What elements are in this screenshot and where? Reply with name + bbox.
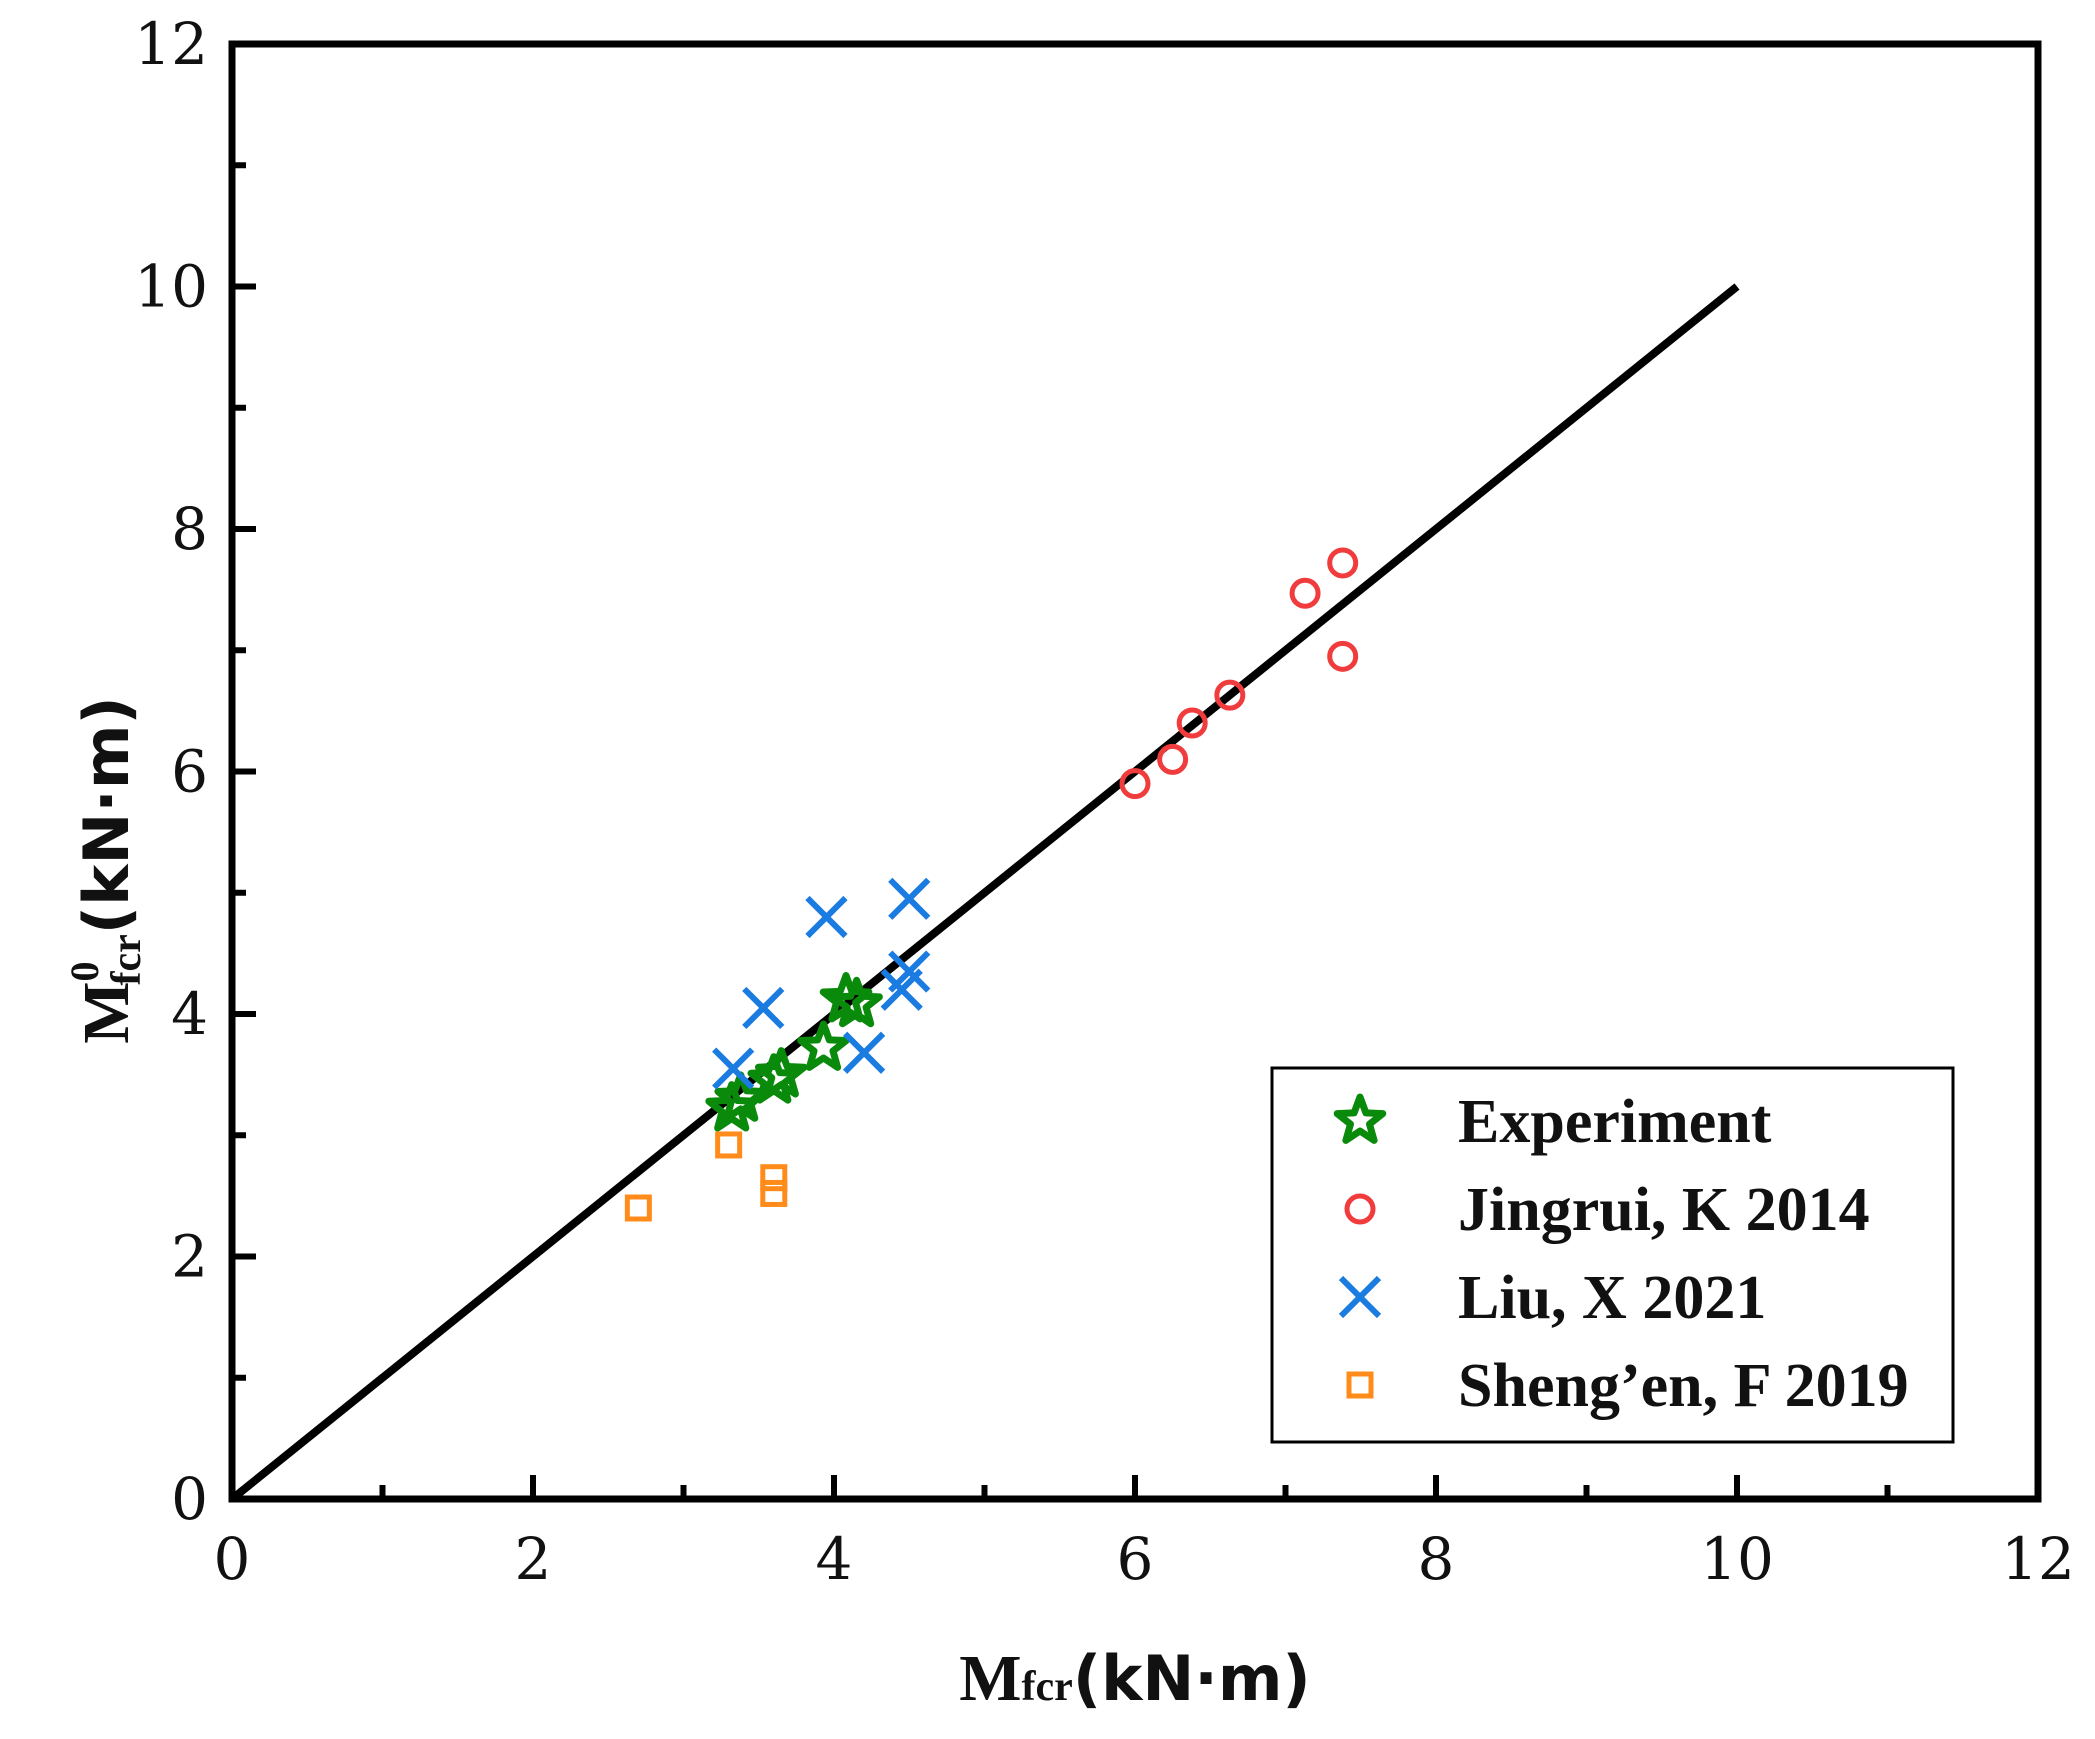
legend-markers xyxy=(1333,1093,1387,1399)
data-point-circle-1-1 xyxy=(1157,743,1189,775)
legend-label-jingrui: Jingrui, K 2014 xyxy=(1458,1176,1870,1244)
x-axis-label-sub: fcr xyxy=(1022,1664,1073,1710)
data-point-star-0-6 xyxy=(830,976,883,1028)
data-point-x-2-0 xyxy=(712,1047,755,1090)
legend-marker-square xyxy=(1346,1371,1374,1399)
data-point-circle-1-2 xyxy=(1176,707,1208,739)
legend-marker-x xyxy=(1338,1275,1382,1319)
data-point-x-2-6 xyxy=(888,877,931,920)
data-point-x-2-5 xyxy=(888,950,931,993)
y-axis-label-sup: 0 xyxy=(62,961,107,981)
y-tick-label: 12 xyxy=(134,10,208,78)
x-tick-label: 8 xyxy=(1418,1525,1455,1593)
y-tick-label: 4 xyxy=(171,980,208,1048)
y-tick-label: 0 xyxy=(171,1465,208,1533)
x-tick-label: 4 xyxy=(816,1525,853,1593)
y-tick-label: 8 xyxy=(171,495,208,563)
x-axis-label: Mfcr(kN·m) xyxy=(959,1642,1311,1715)
x-tick-label: 0 xyxy=(214,1525,251,1593)
x-axis-label-unit: (kN·m) xyxy=(1073,1642,1311,1715)
data-point-square-3-0 xyxy=(624,1194,652,1222)
data-point-square-3-2 xyxy=(760,1164,788,1192)
y-axis-label-unit: (kN·m) xyxy=(70,696,143,934)
y-axis-label-main: M xyxy=(70,981,143,1043)
reference-line xyxy=(229,283,1740,1503)
x-tick-label: 12 xyxy=(2001,1525,2075,1593)
data-point-x-2-2 xyxy=(805,895,848,939)
y-axis-label-sub: fcr xyxy=(104,934,150,985)
data-point-circle-1-6 xyxy=(1327,640,1359,672)
legend-marker-circle xyxy=(1344,1193,1376,1225)
axis-tick-labels: 0 2 4 6 8 10 12 0 2 4 6 8 10 12 xyxy=(134,10,2075,1593)
y-tick-label: 2 xyxy=(171,1223,208,1291)
x-tick-label: 6 xyxy=(1117,1525,1154,1593)
data-point-square-3-3 xyxy=(760,1179,788,1207)
svg-text:M0fcr(kN·m): M0fcr(kN·m) xyxy=(62,696,150,1044)
data-point-x-2-1 xyxy=(742,986,785,1030)
data-point-square-3-1 xyxy=(715,1131,743,1159)
y-axis-label: M0fcr(kN·m) xyxy=(62,696,150,1044)
legend-label-liu: Liu, X 2021 xyxy=(1458,1264,1766,1332)
data-point-circle-1-0 xyxy=(1119,768,1151,800)
x-tick-label: 10 xyxy=(1700,1525,1774,1593)
data-point-star-0-4 xyxy=(797,1020,850,1071)
y-tick-label: 6 xyxy=(171,738,208,806)
legend-box xyxy=(1270,1066,1955,1444)
x-tick-label: 2 xyxy=(515,1525,552,1593)
legend-marker-star xyxy=(1333,1093,1387,1144)
data-points xyxy=(624,547,1359,1222)
data-point-star-0-3 xyxy=(755,1047,808,1098)
y-tick-label: 10 xyxy=(134,253,208,321)
data-point-x-2-3 xyxy=(842,1031,886,1074)
data-point-star-0-1 xyxy=(714,1071,767,1122)
data-point-circle-1-3 xyxy=(1214,679,1246,711)
legend-label-shengen: Sheng’en, F 2019 xyxy=(1458,1352,1909,1420)
x-axis-label-main: M xyxy=(959,1642,1021,1715)
data-point-circle-1-5 xyxy=(1327,547,1359,579)
axis-ticks xyxy=(229,41,2041,1502)
data-point-circle-1-4 xyxy=(1289,577,1321,609)
legend-label-experiment: Experiment xyxy=(1458,1088,1772,1156)
